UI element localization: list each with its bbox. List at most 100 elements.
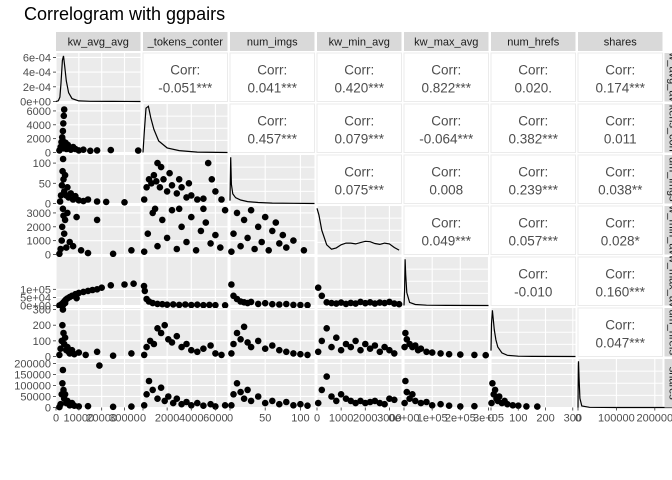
scatter-point	[169, 301, 177, 308]
scatter-point	[445, 350, 453, 358]
scatter-point	[218, 196, 225, 203]
scatter-point	[237, 336, 244, 343]
corr-panel-bg	[577, 154, 663, 204]
corr-label: Corr:	[257, 113, 287, 128]
x-tick-label: 3000	[377, 413, 401, 425]
column-strip	[578, 32, 663, 51]
scatter-point	[247, 343, 255, 351]
x-tick-label: 1000	[329, 413, 353, 425]
row-strip-label: w_min_av	[667, 204, 672, 255]
y-tick-label: 100	[33, 158, 51, 170]
panel-r1-c6: Corr: 0.011	[577, 103, 663, 153]
scatter-point	[261, 345, 269, 353]
scatter-point	[386, 346, 393, 354]
x-tick-label: 2000	[353, 413, 377, 425]
panel-r6-c1	[140, 359, 229, 410]
corr-panel-bg	[403, 205, 489, 255]
row-strip-label: w_max_av	[667, 254, 672, 308]
scatter-point	[207, 240, 214, 247]
corr-value: 0.382***	[508, 131, 558, 146]
scatter-point	[73, 213, 80, 221]
scatter-point	[204, 159, 212, 167]
scatter-point	[457, 351, 464, 358]
scatter-point	[93, 198, 101, 205]
y-tick-label: 5e+04	[20, 292, 51, 304]
scatter-point	[314, 399, 322, 407]
y-tick-label: 1000	[27, 236, 51, 248]
corr-label: Corr:	[344, 113, 374, 128]
scatter-point	[175, 176, 183, 183]
scatter-point	[221, 206, 229, 214]
scatter-point	[228, 350, 235, 357]
y-tick-label: 2000	[27, 134, 51, 146]
scatter-point	[504, 400, 511, 408]
scatter-point	[221, 402, 229, 409]
scatter-point	[161, 321, 168, 329]
column-strip-label: _tokens_conter	[147, 37, 224, 49]
scatter-point	[197, 227, 205, 235]
scatter-point	[157, 163, 165, 171]
scatter-point	[64, 184, 71, 191]
scatter-point	[188, 213, 195, 221]
scatter-point	[212, 231, 219, 239]
scatter-point	[107, 146, 115, 154]
scatter-point	[258, 238, 266, 246]
x-tick-label: 0	[488, 413, 494, 425]
corr-panel-bg	[229, 52, 315, 102]
scatter-point	[342, 340, 350, 348]
scatter-point	[200, 205, 207, 213]
scatter-point	[240, 395, 248, 403]
column-strip-label: num_hrefs	[507, 37, 559, 49]
panel-r5-c5	[490, 308, 576, 358]
scatter-point	[169, 399, 177, 407]
scatter-point	[140, 196, 148, 203]
panel-r1-c3: Corr: 0.079***	[316, 103, 402, 153]
x-tick-label: 2000	[155, 413, 179, 425]
scatter-point	[230, 391, 237, 398]
scatter-point	[202, 219, 210, 226]
scatter-point	[59, 366, 67, 374]
scatter-point	[121, 199, 128, 206]
x-tick-label: 0e+00	[389, 413, 420, 425]
scatter-point	[457, 403, 464, 410]
scatter-point	[283, 244, 290, 251]
corr-label: Corr:	[605, 317, 635, 332]
scatter-point	[218, 351, 225, 359]
scatter-point	[395, 300, 403, 308]
scatter-point	[61, 299, 69, 307]
scatter-point	[175, 205, 183, 213]
scatter-point	[366, 345, 374, 353]
corr-panel-bg	[577, 103, 663, 153]
scatter-point	[143, 343, 150, 351]
corr-panel-bg	[490, 154, 576, 204]
panel-r6-c2	[228, 359, 315, 410]
corr-panel-bg	[577, 52, 663, 102]
panel-r2-c2	[229, 155, 315, 205]
scatter-point	[333, 334, 340, 342]
scatter-point	[495, 393, 503, 400]
scatter-point	[165, 393, 172, 400]
corr-value: -0.064***	[419, 131, 474, 146]
x-tick-label: 20000	[86, 413, 117, 425]
panel-r3-c0	[55, 205, 141, 258]
corr-value: 0.079***	[334, 131, 384, 146]
panel-r1-c4: Corr: -0.064***	[403, 103, 489, 153]
y-tick-label: 0e+00	[20, 97, 51, 109]
panel-r0-c6: Corr: 0.174***	[577, 52, 663, 102]
scatter-point	[128, 350, 135, 357]
scatter-point	[328, 343, 335, 351]
scatter-point	[188, 402, 195, 409]
scatter-point	[265, 247, 273, 254]
scatter-point	[244, 234, 251, 242]
scatter-point	[57, 245, 64, 253]
scatter-point	[206, 301, 213, 309]
scatter-point	[93, 348, 101, 356]
scatter-point	[212, 350, 219, 357]
scatter-point	[168, 182, 176, 189]
corr-value: 0.822***	[421, 80, 471, 95]
row-strip-label: w_avg_av	[667, 51, 672, 102]
scatter-point	[185, 180, 193, 187]
y-tick-label: 300	[33, 305, 51, 317]
scatter-point	[515, 402, 522, 410]
panel-bg	[317, 257, 402, 306]
